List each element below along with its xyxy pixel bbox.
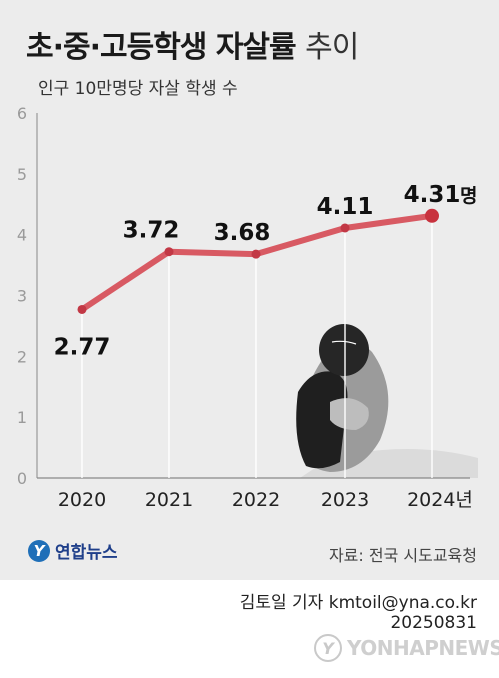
x-tick-label: 2020 [58, 489, 106, 511]
data-label: 3.68 [214, 220, 271, 246]
data-label-unit: 명 [460, 185, 477, 207]
source-note: 자료: 전국 시도교육청 [328, 546, 477, 565]
chart-panel [0, 0, 499, 580]
data-label: 4.31 [404, 182, 461, 208]
data-point [164, 247, 174, 257]
title-bold: 초·중·고등학생 자살률 [26, 30, 297, 65]
data-label: 2.77 [54, 334, 111, 360]
data-point [77, 304, 87, 314]
watermark-text: YONHAPNEWS [347, 636, 499, 660]
x-tick-label: 2021 [145, 489, 193, 511]
data-point-highlight [425, 208, 439, 223]
y-tick-label: 3 [17, 287, 27, 306]
title-light: 추이 [305, 30, 359, 65]
publish-date: 20250831 [390, 613, 477, 633]
sad-person-illustration [296, 324, 478, 478]
line-chart: 0 1 2 3 4 5 6 2020 2021 2022 2023 2024년 2.77 3.72 3.… [17, 104, 478, 511]
data-label: 3.72 [123, 218, 180, 244]
y-tick-label: 2 [17, 347, 27, 366]
data-points [77, 208, 439, 314]
reporter-credit: 김토일 기자 kmtoil@yna.co.kr [239, 593, 477, 613]
yonhap-logo-icon: Y [28, 539, 50, 562]
logo-text: 연합뉴스 [55, 543, 118, 563]
data-label: 4.11 [317, 194, 374, 220]
watermark-icon: Y [314, 634, 342, 662]
drop-lines [81, 215, 433, 478]
yonhap-logo: Y 연합뉴스 [28, 538, 118, 563]
y-axis: 0 1 2 3 4 5 6 [17, 104, 38, 488]
chart-subtitle: 인구 10만명당 자살 학생 수 [38, 79, 238, 99]
watermark: Y YONHAPNEWS [314, 634, 499, 662]
y-tick-label: 0 [17, 469, 27, 488]
x-axis: 2020 2021 2022 2023 2024년 [37, 477, 473, 511]
data-labels: 2.77 3.72 3.68 4.11 4.31 명 [54, 182, 478, 361]
x-tick-label: 2022 [232, 489, 280, 511]
y-tick-label: 6 [17, 104, 27, 123]
data-point [251, 249, 261, 259]
y-tick-label: 1 [17, 408, 27, 427]
y-tick-label: 5 [17, 165, 27, 184]
y-tick-label: 4 [17, 226, 27, 245]
data-point [340, 223, 350, 233]
x-tick-label: 2024년 [407, 489, 473, 511]
x-tick-label: 2023 [321, 489, 369, 511]
chart-title: 초·중·고등학생 자살률 추이 [26, 22, 359, 66]
